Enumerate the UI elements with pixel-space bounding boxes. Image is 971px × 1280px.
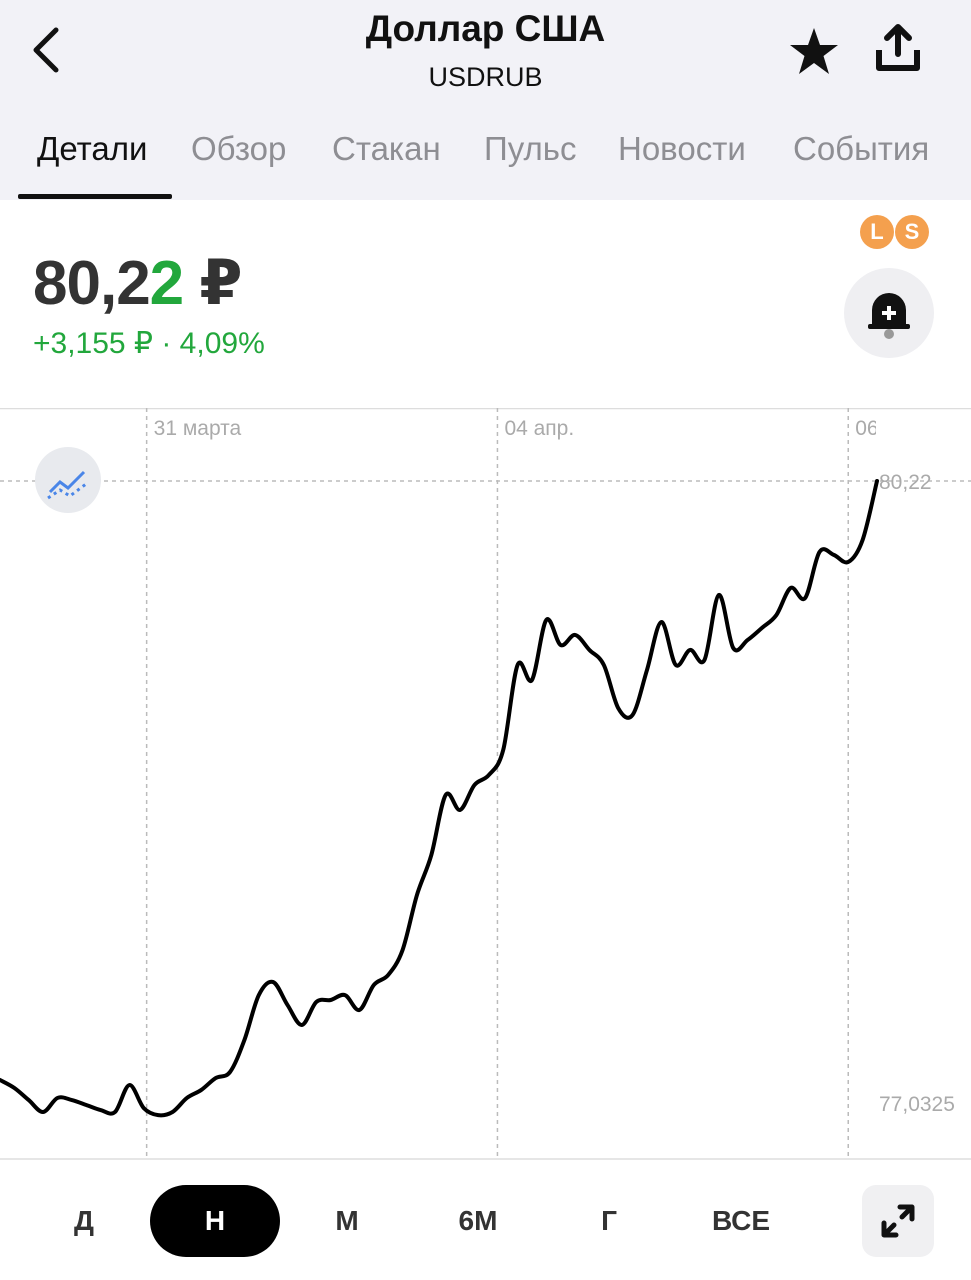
plot — [0, 478, 879, 1118]
badge: S — [895, 215, 929, 249]
y-tick-label: 77,0325 — [879, 1093, 955, 1116]
expand-icon — [881, 1204, 915, 1238]
price: 80,22 ₽ — [33, 246, 243, 319]
alert-button[interactable] — [844, 268, 934, 358]
grid: 31 марта 04 апр. 06 80,22 77,0325 — [0, 408, 971, 1160]
tab[interactable]: Стакан — [332, 130, 441, 167]
share-button[interactable] — [874, 24, 922, 72]
price-change: +3,155 ₽ · 4,09% — [33, 327, 265, 360]
indicator-button[interactable] — [35, 447, 101, 513]
fullscreen-button[interactable] — [862, 1185, 934, 1257]
tab-indicator — [18, 194, 172, 199]
subtitle: USDRUB — [428, 62, 543, 92]
x-tick-label: 31 марта — [154, 417, 242, 440]
back-button[interactable] — [28, 26, 64, 76]
chart: 31 марта 04 апр. 06 80,22 77,0325 — [0, 408, 971, 1160]
range-button[interactable]: М — [335, 1205, 359, 1236]
x-tick-label: 04 апр. — [504, 417, 574, 440]
price-line — [0, 478, 879, 1118]
x-tick-label: 06 — [855, 417, 878, 440]
range-button[interactable]: Г — [601, 1205, 617, 1236]
tab[interactable]: Новости — [618, 130, 746, 167]
currency: ₽ — [199, 249, 242, 318]
badge: L — [860, 215, 894, 249]
range-button[interactable]: 6М — [458, 1205, 498, 1236]
tab[interactable]: Пульс — [484, 130, 577, 167]
tab[interactable]: Детали — [37, 130, 148, 167]
range-button[interactable]: Д — [74, 1205, 94, 1236]
title: Доллар США — [365, 8, 606, 49]
tab[interactable]: События — [793, 130, 930, 167]
bell-icon — [868, 293, 910, 339]
y-tick-label: 80,22 — [879, 471, 932, 494]
range-button[interactable]: ВСЕ — [711, 1205, 771, 1236]
tab[interactable]: Обзор — [191, 130, 287, 167]
range-button[interactable]: Н — [150, 1185, 280, 1257]
header-bar — [0, 0, 971, 200]
price-last-digit: 2 — [149, 249, 184, 318]
favorite-button[interactable] — [788, 26, 840, 76]
price-main: 80,2 — [33, 249, 151, 318]
